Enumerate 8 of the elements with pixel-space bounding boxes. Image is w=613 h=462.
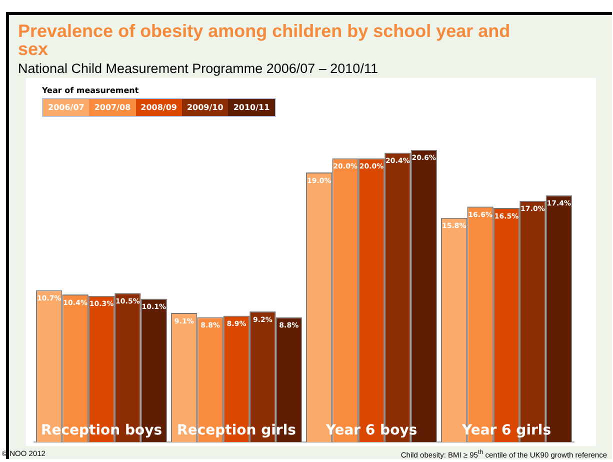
text: 2009/10 (182, 99, 228, 116)
legend-title: Year of measurement (42, 86, 140, 95)
chart-title: Prevalence of obesity among children by school year and sex (18, 21, 512, 59)
text: 2006/07 (43, 99, 90, 116)
text: 2007/08 (89, 99, 136, 116)
text: 2008/09 (136, 99, 182, 116)
chart-subtitle: National Child Measurement Programme 2006/07 – 2010/11 (18, 61, 378, 76)
text: 2010/11 (228, 99, 275, 116)
